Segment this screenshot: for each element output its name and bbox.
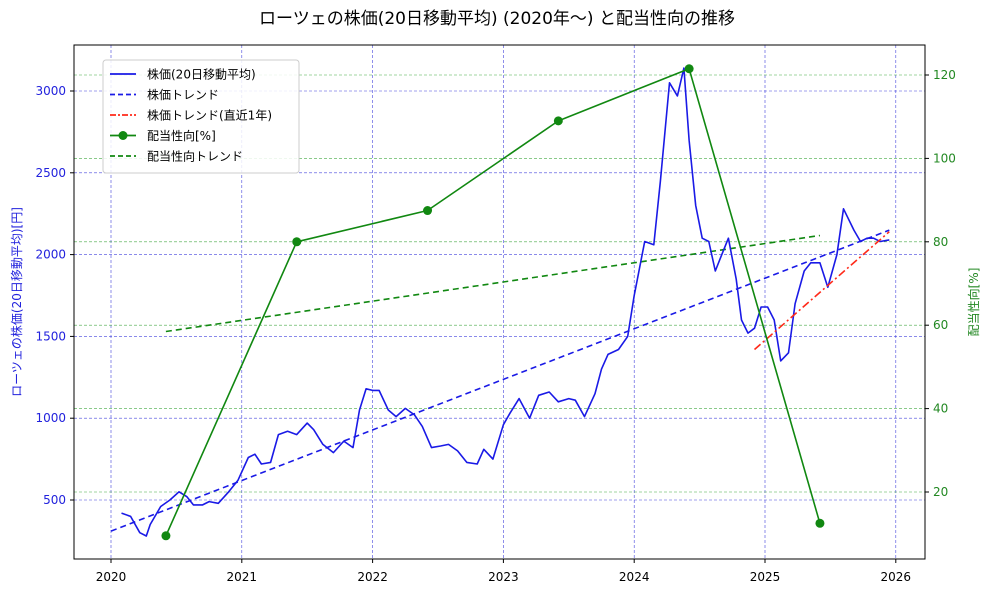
left-tick-label: 1500: [35, 329, 66, 343]
right-tick-label: 80: [933, 235, 948, 249]
left-tick-label: 2000: [35, 248, 66, 262]
plot-frame: [73, 44, 926, 560]
payout-ratio-marker: [161, 531, 171, 541]
right-axis-label: 配当性向[%]: [966, 268, 981, 337]
left-y-axis: 500 1000 1500 2000 2500 3000: [35, 84, 74, 507]
left-tick-label: 500: [43, 493, 66, 507]
left-axis-label: ローツェの株価(20日移動平均)[円]: [9, 207, 24, 397]
grid-lines: [74, 45, 925, 559]
left-tick-label: 1000: [35, 411, 66, 425]
right-tick-label: 120: [933, 68, 956, 82]
right-tick-label: 40: [933, 402, 948, 416]
x-tick-label: 2022: [357, 570, 388, 584]
price-trend-recent-line: [753, 231, 890, 351]
payout-ratio-marker: [684, 64, 694, 74]
payout-ratio-line: [165, 67, 821, 537]
data-series: [110, 64, 890, 541]
x-tick-label: 2024: [619, 570, 650, 584]
legend-item: 配当性向[%]: [110, 128, 216, 143]
x-tick-label: 2023: [488, 570, 519, 584]
legend-marker: [118, 131, 128, 140]
x-tick-label: 2025: [750, 570, 781, 584]
price-line: [121, 67, 890, 537]
right-tick-label: 100: [933, 151, 956, 165]
legend-item: 株価トレンド(直近1年): [110, 108, 272, 123]
payout-ratio-marker: [292, 237, 302, 247]
left-tick-label: 3000: [35, 84, 66, 98]
x-tick-label: 2026: [881, 570, 912, 584]
x-tick-label: 2021: [227, 570, 258, 584]
payout-ratio-marker: [423, 206, 433, 216]
legend-label: 配当性向トレンド: [147, 149, 243, 164]
right-y-axis: 20 40 60 80 100 120: [925, 68, 956, 499]
legend-label: 株価トレンド: [147, 87, 219, 102]
left-tick-label: 2500: [35, 166, 66, 180]
legend-item: 株価(20日移動平均): [110, 67, 256, 82]
price-trend-line: [110, 229, 890, 532]
payout-ratio-marker: [553, 116, 563, 126]
legend-box: [102, 59, 300, 174]
payout-ratio-marker: [815, 518, 825, 528]
legend-label: 株価トレンド(直近1年): [147, 108, 272, 123]
x-axis: 2020 2021 2022 2023 2024 2025 2026: [96, 559, 911, 584]
right-tick-label: 20: [933, 485, 948, 499]
legend-item: 株価トレンド: [110, 87, 219, 102]
legend-label: 配当性向[%]: [147, 128, 216, 143]
legend-item: 配当性向トレンド: [110, 149, 243, 164]
chart-title: ローツェの株価(20日移動平均) (2020年〜) と配当性向の推移: [259, 9, 735, 29]
x-tick-label: 2020: [96, 570, 127, 584]
right-tick-label: 60: [933, 318, 948, 332]
legend-label: 株価(20日移動平均): [147, 67, 256, 82]
